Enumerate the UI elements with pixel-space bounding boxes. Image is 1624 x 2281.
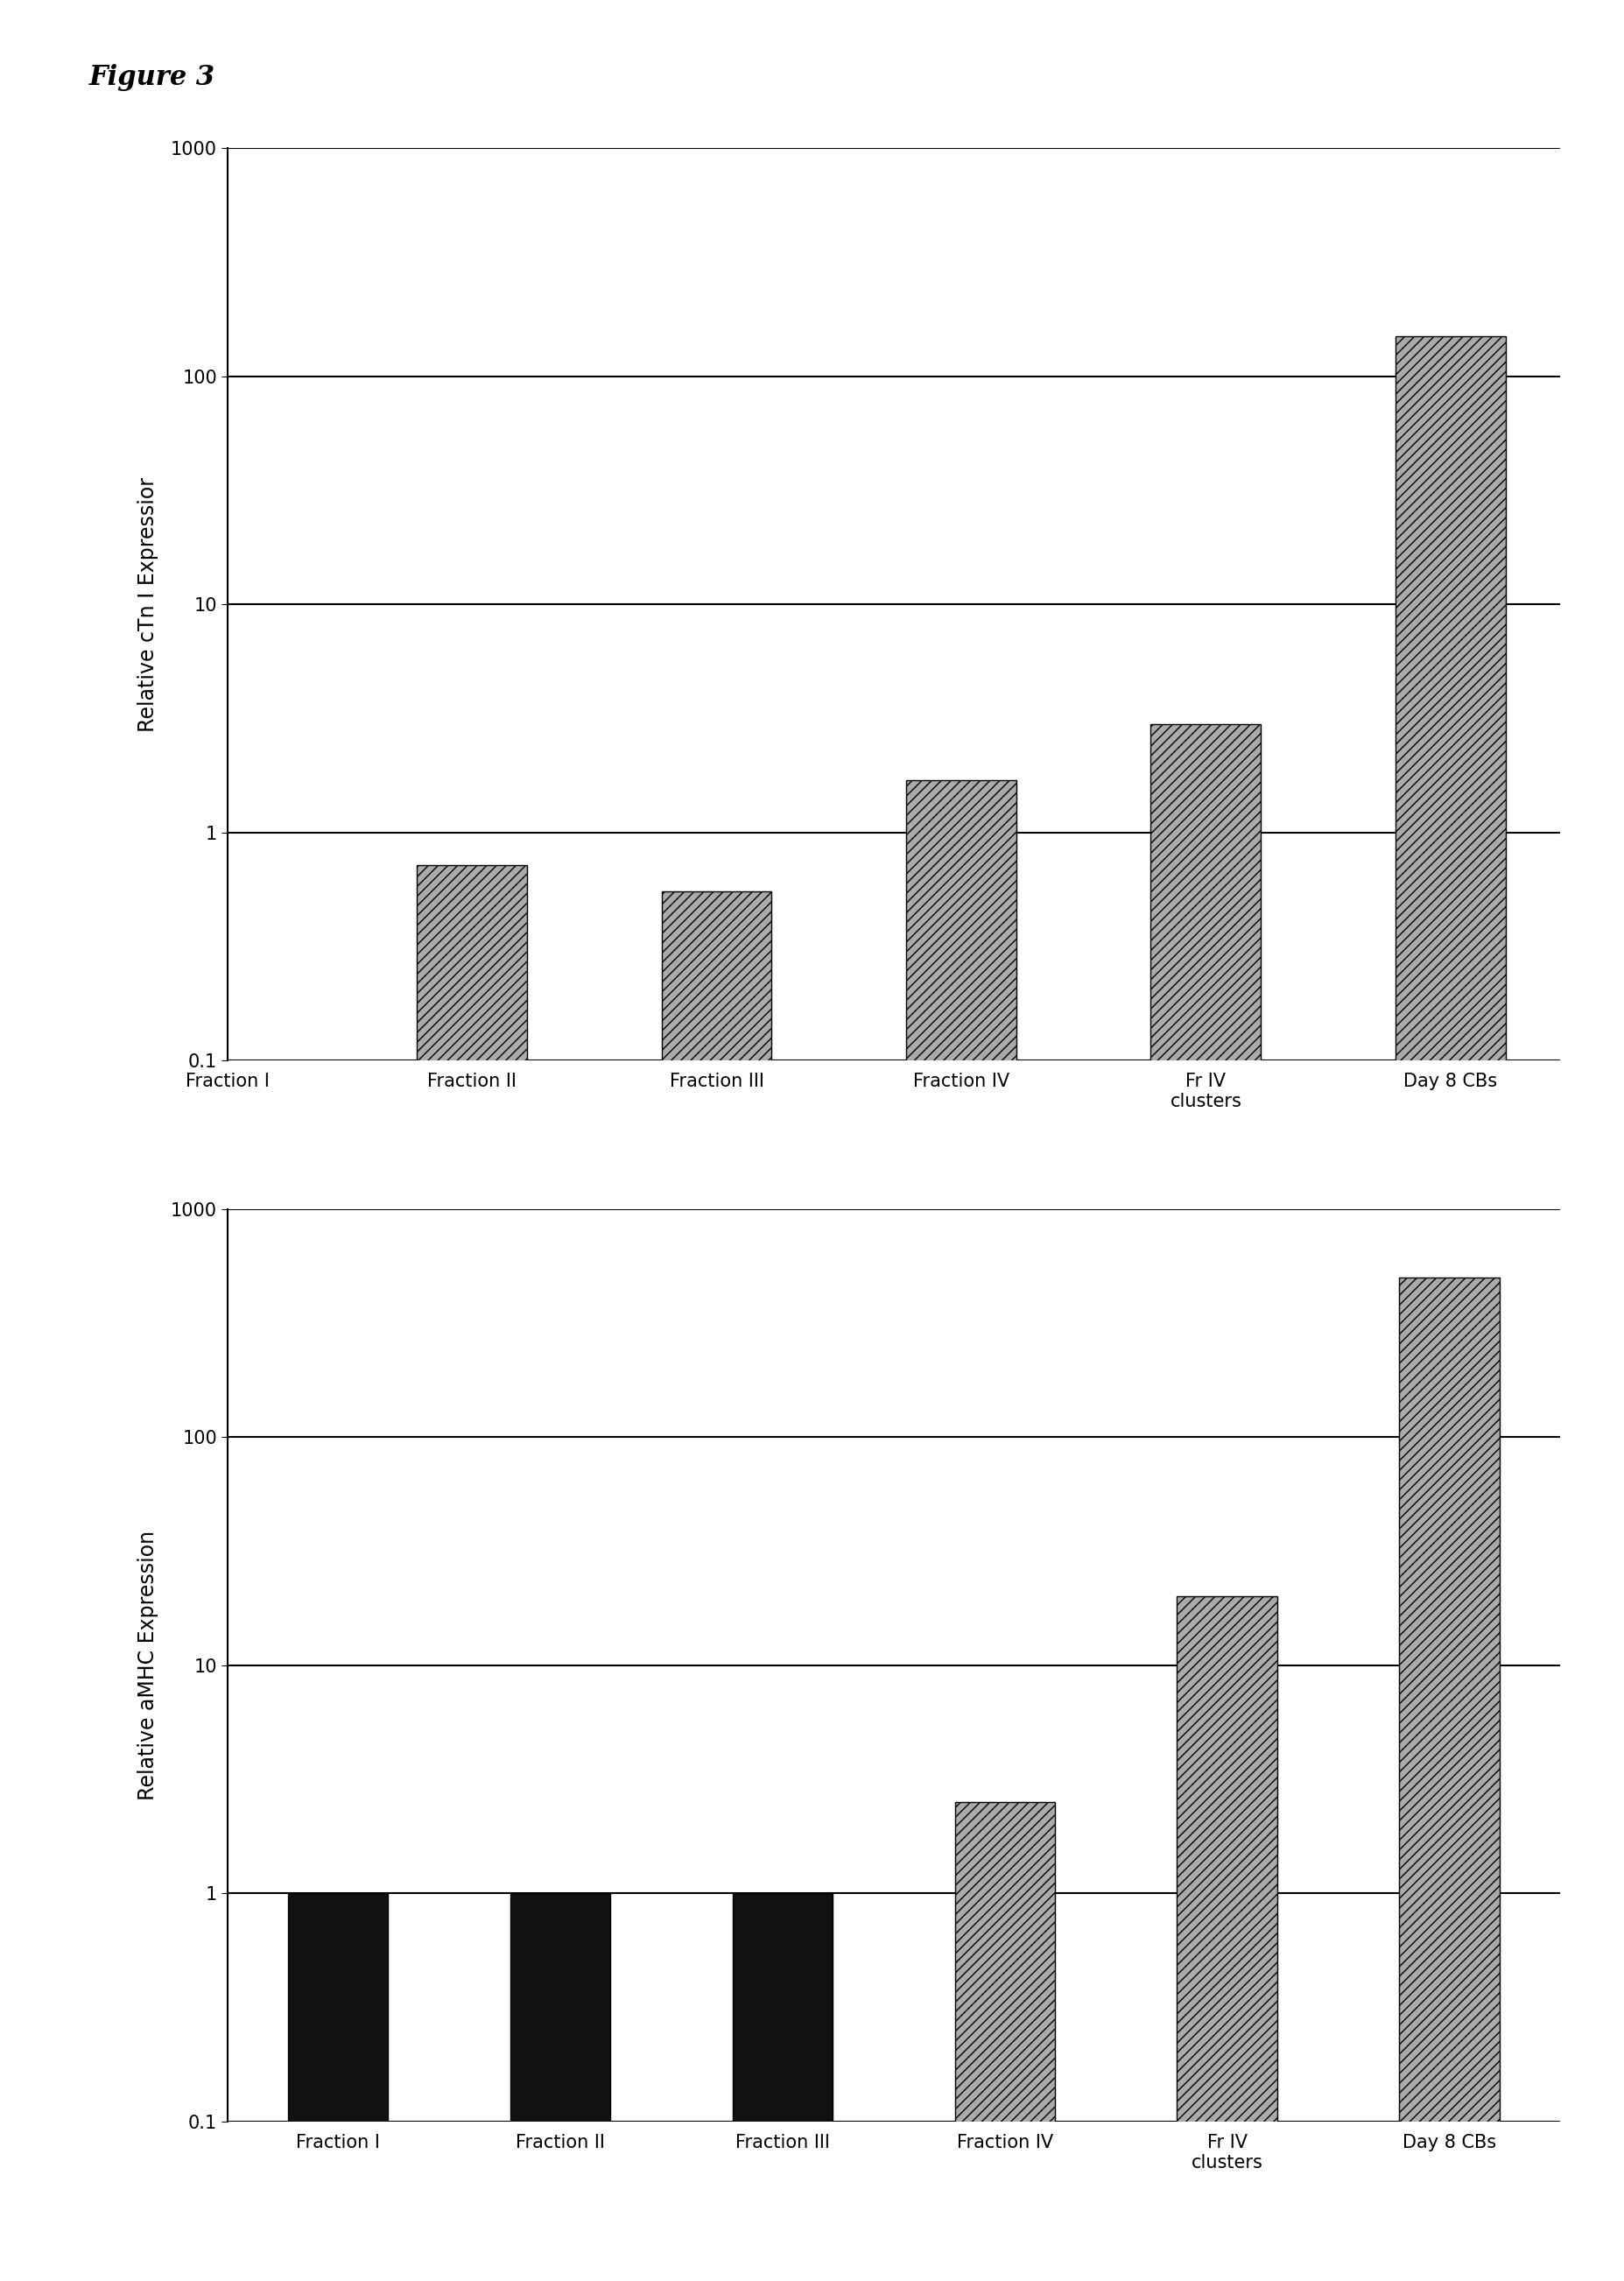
Bar bbox=[510, 1893, 611, 2281]
Bar bbox=[1398, 1277, 1499, 2281]
Bar bbox=[955, 1802, 1054, 2281]
Bar bbox=[1150, 723, 1260, 2281]
Text: Figure 3: Figure 3 bbox=[89, 64, 216, 91]
Y-axis label: Relative aMHC Expression: Relative aMHC Expression bbox=[138, 1531, 159, 1800]
Bar bbox=[732, 1893, 831, 2281]
Bar bbox=[287, 1893, 388, 2281]
Bar bbox=[1176, 1597, 1276, 2281]
Bar bbox=[417, 864, 526, 2281]
Bar bbox=[661, 892, 771, 2281]
Bar bbox=[1395, 335, 1505, 2281]
Bar bbox=[906, 780, 1015, 2281]
Y-axis label: Relative cTn I Expressior: Relative cTn I Expressior bbox=[138, 477, 159, 732]
